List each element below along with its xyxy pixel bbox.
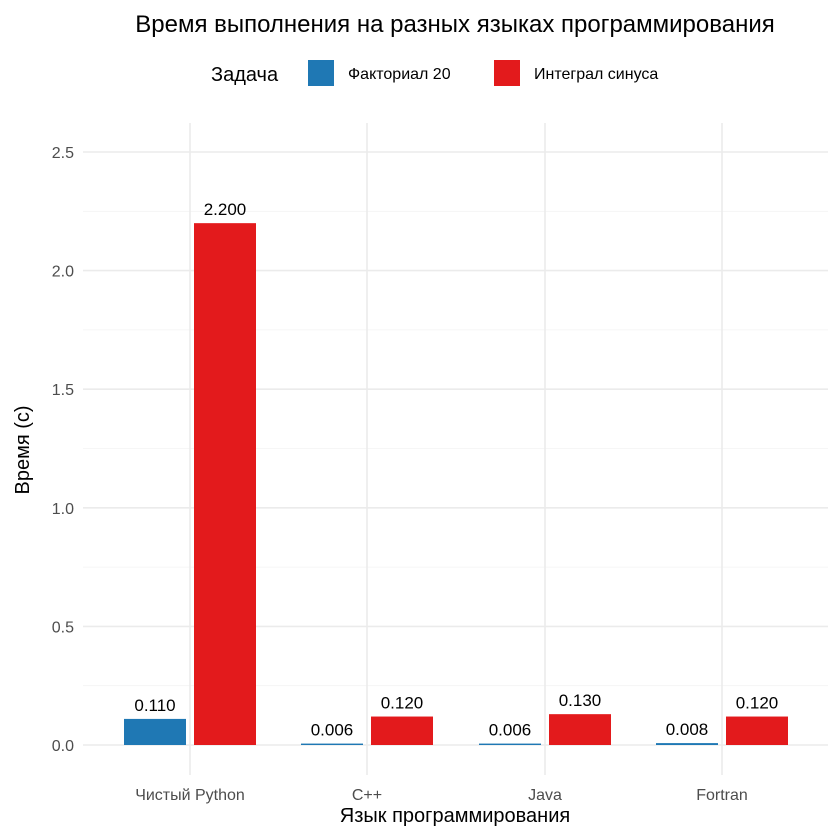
y-tick-label: 0.0 bbox=[52, 738, 74, 755]
bar-factorial bbox=[479, 743, 541, 745]
chart-title: Время выполнения на разных языках програ… bbox=[135, 11, 775, 38]
legend-swatch-factorial bbox=[308, 60, 334, 86]
legend-title: Задача bbox=[211, 64, 279, 86]
data-label: 0.120 bbox=[381, 694, 424, 713]
legend-label-factorial: Факториал 20 bbox=[348, 66, 451, 83]
data-labels: 0.110 0.006 0.006 0.008 2.200 0.120 0.130 0.120 bbox=[134, 200, 778, 739]
data-label: 0.006 bbox=[311, 721, 354, 740]
data-label: 0.110 bbox=[134, 696, 175, 715]
data-label: 0.008 bbox=[666, 720, 709, 739]
y-tick-label: 1.5 bbox=[52, 382, 74, 399]
bar-sine-integral bbox=[549, 714, 611, 745]
data-label: 0.006 bbox=[489, 721, 532, 740]
bar-factorial bbox=[656, 743, 718, 745]
bar-sine-integral bbox=[726, 716, 788, 745]
data-label: 0.130 bbox=[559, 691, 602, 710]
y-axis-ticks: 0.0 0.5 1.0 1.5 2.0 2.5 bbox=[52, 145, 74, 755]
bar-sine-integral bbox=[194, 223, 256, 745]
y-tick-label: 2.0 bbox=[52, 264, 74, 281]
x-tick-label: Java bbox=[528, 787, 562, 804]
x-axis-title: Язык программирования bbox=[340, 805, 570, 827]
y-tick-label: 0.5 bbox=[52, 619, 74, 636]
bar-sine-integral bbox=[371, 716, 433, 745]
data-label: 2.200 bbox=[204, 200, 247, 219]
x-tick-label: Чистый Python bbox=[135, 787, 245, 804]
x-axis-ticks: Чистый Python C++ Java Fortran bbox=[135, 787, 748, 804]
y-tick-label: 1.0 bbox=[52, 501, 74, 518]
bars bbox=[124, 223, 788, 745]
y-tick-label: 2.5 bbox=[52, 145, 74, 162]
data-label: 0.120 bbox=[736, 694, 779, 713]
x-tick-label: Fortran bbox=[696, 787, 748, 804]
bar-factorial bbox=[301, 743, 363, 745]
y-axis-title: Время (с) bbox=[12, 405, 34, 494]
legend: Задача Факториал 20 Интеграл синуса bbox=[211, 60, 658, 86]
bar-factorial bbox=[124, 718, 186, 745]
legend-swatch-sine-integral bbox=[494, 60, 520, 86]
legend-label-sine-integral: Интеграл синуса bbox=[534, 66, 658, 83]
x-tick-label: C++ bbox=[352, 787, 382, 804]
